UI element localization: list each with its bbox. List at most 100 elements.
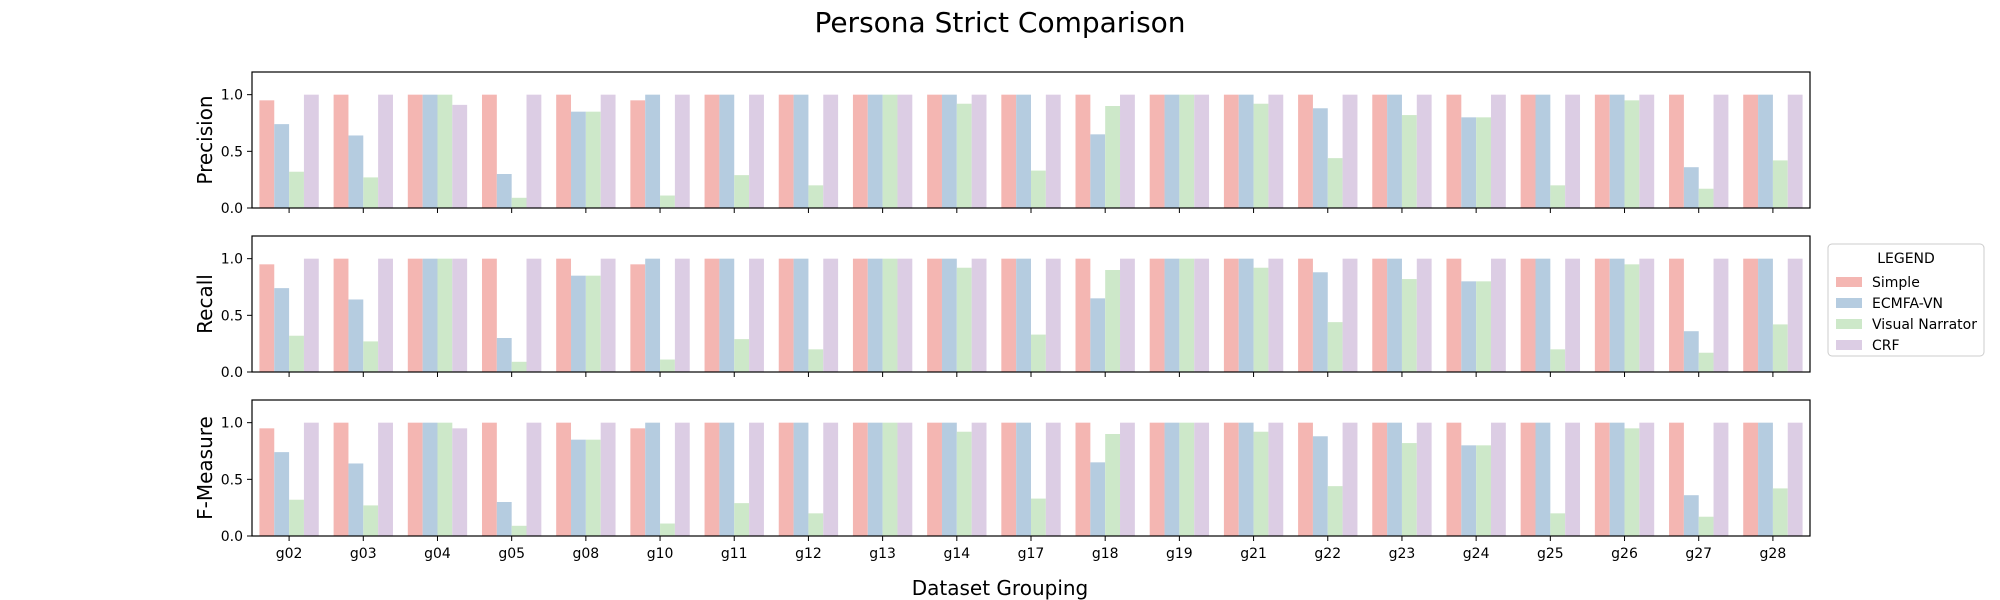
- bar-crf-g18-panel1: [1120, 94, 1135, 208]
- bar-visual-narrator-g21-panel3: [1253, 431, 1269, 536]
- bar-ecmfa-vn-g03-panel3: [348, 463, 364, 536]
- bar-visual-narrator-g05-panel1: [511, 197, 527, 208]
- x-tick-label-g25: g25: [1537, 546, 1564, 562]
- bar-visual-narrator-g18-panel2: [1105, 270, 1121, 372]
- y-axis-label-panel1: Precision: [193, 95, 217, 184]
- bar-simple-g03-panel2: [333, 258, 349, 372]
- x-tick-label-g03: g03: [350, 546, 377, 562]
- bar-crf-g22-panel3: [1342, 422, 1358, 536]
- bar-ecmfa-vn-g02-panel1: [274, 124, 290, 208]
- bar-crf-g17-panel2: [1045, 258, 1061, 372]
- y-tick-label: 1.0: [221, 416, 243, 432]
- bar-simple-g22-panel3: [1298, 422, 1313, 536]
- bar-simple-g25-panel1: [1520, 94, 1536, 208]
- bar-ecmfa-vn-g14-panel3: [941, 422, 957, 536]
- bar-ecmfa-vn-g27-panel2: [1683, 331, 1699, 372]
- bar-ecmfa-vn-g13-panel3: [867, 422, 883, 536]
- legend-swatch-visual-narrator: [1836, 319, 1862, 329]
- bar-simple-g13-panel1: [852, 94, 868, 208]
- legend-swatch-ecmfa-vn: [1836, 298, 1862, 308]
- bar-visual-narrator-g03-panel1: [363, 177, 379, 208]
- bar-ecmfa-vn-g03-panel1: [348, 135, 364, 208]
- bar-crf-g03-panel1: [378, 94, 393, 208]
- x-tick-label-g13: g13: [869, 546, 896, 562]
- bar-simple-g02-panel3: [259, 428, 275, 536]
- bar-ecmfa-vn-g10-panel3: [645, 422, 661, 536]
- y-tick-label: 0.0: [221, 529, 243, 545]
- x-tick-label-g26: g26: [1611, 546, 1638, 562]
- bar-simple-g19-panel3: [1149, 422, 1165, 536]
- bar-ecmfa-vn-g02-panel2: [274, 288, 290, 372]
- bar-crf-g21-panel2: [1268, 258, 1284, 372]
- bar-crf-g22-panel2: [1342, 258, 1358, 372]
- bar-visual-narrator-g03-panel2: [363, 341, 379, 372]
- bar-simple-g23-panel2: [1372, 258, 1388, 372]
- bar-ecmfa-vn-g17-panel1: [1016, 94, 1031, 208]
- bar-visual-narrator-g13-panel1: [882, 94, 898, 208]
- bar-simple-g11-panel1: [704, 94, 720, 208]
- bar-visual-narrator-g04-panel2: [437, 258, 453, 372]
- bar-simple-g14-panel2: [927, 258, 942, 372]
- bar-crf-g26-panel1: [1639, 94, 1655, 208]
- bar-simple-g21-panel3: [1223, 422, 1239, 536]
- bar-crf-g10-panel1: [674, 94, 690, 208]
- bar-ecmfa-vn-g14-panel1: [941, 94, 957, 208]
- bar-crf-g26-panel3: [1639, 422, 1655, 536]
- bar-ecmfa-vn-g21-panel2: [1238, 258, 1254, 372]
- bar-simple-g02-panel2: [259, 264, 275, 372]
- y-tick-label: 1.0: [221, 252, 243, 268]
- bar-crf-g04-panel1: [452, 104, 468, 208]
- bar-visual-narrator-g10-panel2: [660, 359, 675, 372]
- x-tick-label-g10: g10: [647, 546, 674, 562]
- bar-crf-g11-panel2: [749, 258, 764, 372]
- bar-ecmfa-vn-g25-panel2: [1535, 258, 1551, 372]
- bar-simple-g25-panel3: [1520, 422, 1536, 536]
- bar-simple-g21-panel1: [1223, 94, 1239, 208]
- bar-crf-g23-panel2: [1416, 258, 1432, 372]
- bar-crf-g18-panel2: [1120, 258, 1135, 372]
- bar-simple-g08-panel1: [556, 94, 572, 208]
- bar-crf-g11-panel1: [749, 94, 764, 208]
- bar-crf-g11-panel3: [749, 422, 764, 536]
- bar-crf-g12-panel1: [823, 94, 839, 208]
- bar-simple-g28-panel2: [1743, 258, 1759, 372]
- x-tick-label-g05: g05: [498, 546, 525, 562]
- bar-ecmfa-vn-g19-panel2: [1164, 258, 1180, 372]
- bar-simple-g19-panel2: [1149, 258, 1165, 372]
- bar-simple-g22-panel2: [1298, 258, 1313, 372]
- bar-simple-g26-panel1: [1594, 94, 1610, 208]
- bar-visual-narrator-g11-panel2: [734, 339, 750, 372]
- bar-crf-g28-panel1: [1787, 94, 1803, 208]
- bar-crf-g19-panel3: [1194, 422, 1210, 536]
- bar-crf-g12-panel2: [823, 258, 839, 372]
- bar-ecmfa-vn-g11-panel3: [719, 422, 735, 536]
- bar-ecmfa-vn-g27-panel3: [1683, 495, 1699, 536]
- bar-crf-g10-panel2: [674, 258, 690, 372]
- bar-ecmfa-vn-g05-panel2: [496, 338, 512, 372]
- bar-visual-narrator-g08-panel1: [585, 111, 601, 208]
- y-tick-label: 0.0: [221, 201, 243, 217]
- bar-crf-g22-panel1: [1342, 94, 1358, 208]
- bar-crf-g25-panel3: [1565, 422, 1581, 536]
- bar-visual-narrator-g28-panel3: [1772, 488, 1788, 536]
- bar-ecmfa-vn-g27-panel1: [1683, 167, 1699, 208]
- bar-simple-g13-panel2: [852, 258, 868, 372]
- bar-visual-narrator-g21-panel1: [1253, 103, 1269, 208]
- bar-crf-g27-panel2: [1713, 258, 1729, 372]
- bar-ecmfa-vn-g17-panel2: [1016, 258, 1031, 372]
- bar-ecmfa-vn-g10-panel1: [645, 94, 661, 208]
- bar-visual-narrator-g21-panel2: [1253, 267, 1269, 372]
- bar-simple-g18-panel1: [1075, 94, 1091, 208]
- bar-simple-g12-panel1: [778, 94, 794, 208]
- bar-ecmfa-vn-g25-panel1: [1535, 94, 1551, 208]
- bar-simple-g23-panel1: [1372, 94, 1388, 208]
- bar-simple-g10-panel2: [630, 264, 646, 372]
- bar-visual-narrator-g24-panel1: [1476, 117, 1491, 208]
- bar-ecmfa-vn-g23-panel2: [1387, 258, 1402, 372]
- bar-visual-narrator-g22-panel2: [1327, 322, 1343, 372]
- bar-crf-g19-panel2: [1194, 258, 1210, 372]
- bar-crf-g03-panel3: [378, 422, 393, 536]
- bar-visual-narrator-g27-panel3: [1698, 516, 1714, 536]
- bar-crf-g02-panel3: [303, 422, 319, 536]
